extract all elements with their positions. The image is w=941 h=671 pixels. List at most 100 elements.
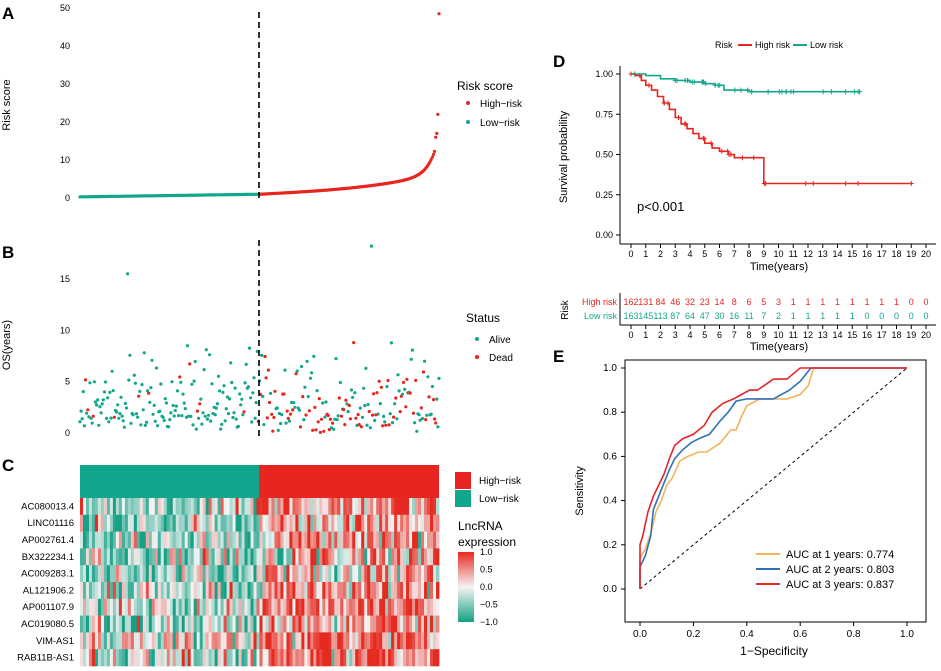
heatmap-cell bbox=[154, 531, 159, 549]
heatmap-cell bbox=[241, 548, 245, 566]
heatmap-cell bbox=[160, 632, 165, 650]
heatmap-cell bbox=[430, 514, 434, 532]
heatmap-cell bbox=[424, 615, 428, 633]
heatmap-cell bbox=[316, 548, 320, 566]
heatmap-cell bbox=[256, 498, 260, 516]
heatmap-cell bbox=[80, 632, 84, 650]
heatmap-cell bbox=[394, 565, 398, 583]
heatmap-cell bbox=[331, 649, 335, 667]
roc-ytick: 0.2 bbox=[603, 540, 617, 551]
heatmap-cell bbox=[298, 548, 302, 566]
risk-table-count: 162 bbox=[623, 297, 638, 307]
km-xtick: 5 bbox=[702, 249, 707, 259]
heatmap-cell bbox=[301, 498, 305, 516]
km-censor-mark bbox=[682, 121, 688, 127]
heatmap-cell bbox=[118, 582, 123, 600]
heatmap-cell bbox=[193, 615, 198, 633]
heatmap-cell bbox=[127, 514, 132, 532]
heatmap-cell bbox=[247, 548, 251, 566]
heatmap-cell bbox=[235, 498, 239, 516]
expression-legend-title-2: expression bbox=[458, 535, 516, 549]
heatmap-cell bbox=[421, 615, 425, 633]
os-point bbox=[273, 389, 277, 393]
risk-table-count: 1 bbox=[864, 297, 869, 307]
heatmap-cell bbox=[184, 598, 189, 616]
heatmap-cell bbox=[427, 548, 431, 566]
os-point bbox=[140, 383, 144, 387]
km-xtick: 16 bbox=[862, 249, 872, 259]
os-points bbox=[78, 244, 441, 434]
heatmap-cell bbox=[253, 514, 257, 532]
heatmap-cell bbox=[316, 514, 320, 532]
heatmap-cell bbox=[370, 649, 374, 667]
heatmap-cell bbox=[331, 615, 335, 633]
heatmap-cell bbox=[202, 615, 207, 633]
heatmap-cell bbox=[325, 498, 329, 516]
heatmap-cell bbox=[85, 598, 90, 616]
heatmap-cell bbox=[364, 632, 368, 650]
heatmap-row-label: RAB11B-AS1 bbox=[17, 653, 74, 664]
heatmap-cell bbox=[373, 498, 377, 516]
heatmap-cell bbox=[346, 531, 350, 549]
os-point bbox=[244, 362, 248, 366]
os-point bbox=[300, 364, 304, 369]
heatmap-cell bbox=[196, 514, 201, 532]
heatmap-cell bbox=[301, 514, 305, 532]
heatmap-cell bbox=[313, 565, 317, 583]
heatmap-cell bbox=[130, 514, 135, 532]
roc-frame bbox=[624, 359, 927, 623]
heatmap-cell bbox=[196, 531, 201, 549]
heatmap-cell bbox=[280, 548, 284, 566]
km-xtick: 0 bbox=[628, 249, 633, 259]
heatmap-cell bbox=[361, 598, 365, 616]
heatmap-cell bbox=[88, 514, 93, 532]
heatmap-cell bbox=[310, 565, 314, 583]
os-point bbox=[203, 414, 207, 418]
heatmap-cell bbox=[106, 565, 111, 583]
heatmap-cell bbox=[349, 632, 353, 650]
os-point bbox=[123, 401, 127, 406]
risk-table-count: 163 bbox=[623, 311, 638, 321]
heatmap-cell bbox=[211, 649, 216, 667]
heatmap-cell bbox=[331, 598, 335, 616]
os-point bbox=[132, 373, 136, 377]
km-censor-mark bbox=[843, 89, 849, 95]
os-point bbox=[322, 429, 326, 433]
heatmap-cell bbox=[256, 598, 260, 616]
heatmap-cell bbox=[106, 514, 111, 532]
heatmap-cell bbox=[88, 598, 93, 616]
heatmap-cell bbox=[145, 598, 150, 616]
heatmap-cell bbox=[340, 565, 344, 583]
heatmap-cell bbox=[181, 514, 186, 532]
heatmap-cell bbox=[406, 582, 410, 600]
heatmap-cell bbox=[244, 632, 248, 650]
heatmap-cell bbox=[184, 649, 189, 667]
heatmap-cell bbox=[190, 565, 195, 583]
heatmap-cell bbox=[136, 582, 141, 600]
heatmap-cell bbox=[142, 565, 147, 583]
heatmap-cell bbox=[274, 548, 278, 566]
heatmap-cell bbox=[127, 498, 132, 516]
heatmap-cell bbox=[211, 598, 216, 616]
heatmap-cell bbox=[427, 615, 431, 633]
os-point bbox=[122, 425, 126, 429]
heatmap-cell bbox=[223, 548, 227, 566]
heatmap-cell bbox=[154, 598, 159, 616]
heatmap-cell bbox=[250, 615, 254, 633]
expression-legend-tick: 1.0 bbox=[480, 547, 493, 557]
heatmap-cell bbox=[406, 565, 410, 583]
heatmap-cell bbox=[427, 514, 431, 532]
heatmap-cell bbox=[166, 498, 171, 516]
os-point bbox=[282, 392, 286, 396]
km-legend-title: Risk bbox=[715, 40, 733, 50]
os-point bbox=[144, 420, 149, 424]
heatmap-cell bbox=[388, 615, 392, 633]
heatmap-cell bbox=[319, 531, 323, 549]
km-censor-mark bbox=[717, 82, 723, 88]
heatmap-cell bbox=[238, 498, 242, 516]
heatmap-cell bbox=[418, 582, 422, 600]
heatmap-cell bbox=[415, 582, 419, 600]
os-point bbox=[174, 404, 178, 408]
